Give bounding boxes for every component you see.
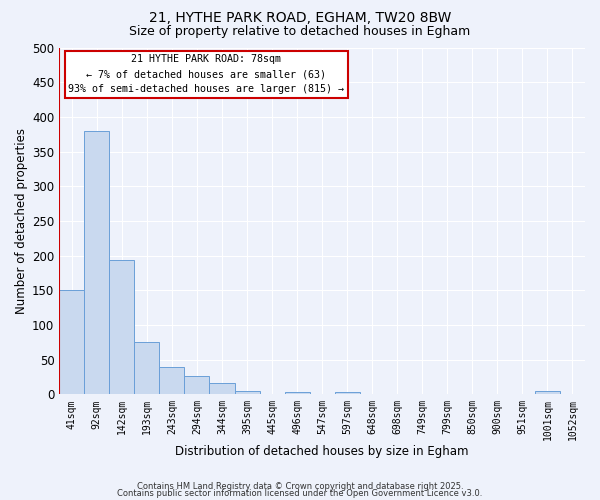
Text: 93% of semi-detached houses are larger (815) →: 93% of semi-detached houses are larger (… — [68, 84, 344, 94]
Bar — [335, 392, 359, 394]
Bar — [160, 366, 184, 394]
Bar — [209, 382, 235, 394]
Text: ← 7% of detached houses are smaller (63): ← 7% of detached houses are smaller (63) — [86, 70, 326, 80]
X-axis label: Distribution of detached houses by size in Egham: Distribution of detached houses by size … — [175, 444, 469, 458]
Y-axis label: Number of detached properties: Number of detached properties — [15, 128, 28, 314]
Bar — [59, 290, 85, 395]
Bar — [134, 342, 160, 394]
Bar — [85, 130, 109, 394]
Bar — [284, 392, 310, 394]
Text: 21, HYTHE PARK ROAD, EGHAM, TW20 8BW: 21, HYTHE PARK ROAD, EGHAM, TW20 8BW — [149, 11, 451, 25]
Bar — [65, 51, 349, 98]
Text: Size of property relative to detached houses in Egham: Size of property relative to detached ho… — [130, 24, 470, 38]
Text: 21 HYTHE PARK ROAD: 78sqm: 21 HYTHE PARK ROAD: 78sqm — [131, 54, 281, 64]
Text: Contains HM Land Registry data © Crown copyright and database right 2025.: Contains HM Land Registry data © Crown c… — [137, 482, 463, 491]
Bar — [535, 391, 560, 394]
Bar — [235, 391, 260, 394]
Text: Contains public sector information licensed under the Open Government Licence v3: Contains public sector information licen… — [118, 489, 482, 498]
Bar — [184, 376, 209, 394]
Bar — [109, 260, 134, 394]
